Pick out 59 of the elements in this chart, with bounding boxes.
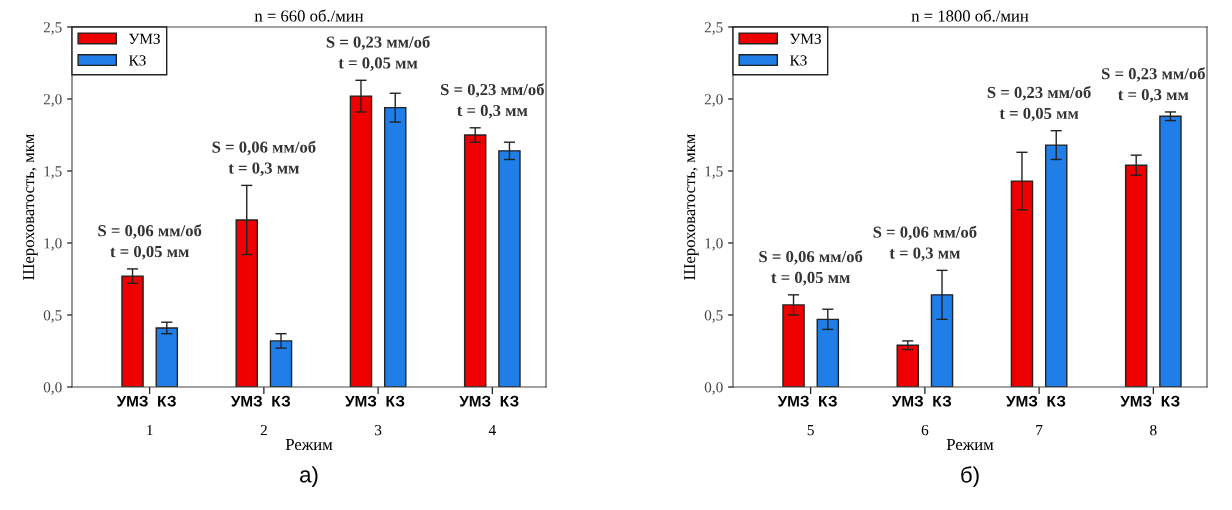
text: УМЗ	[116, 395, 148, 407]
x-axis-title: Режим	[285, 439, 333, 451]
y-tick-label: 0,5	[704, 310, 723, 323]
annotation: S = 0,23 мм/об t = 0,3 мм	[440, 83, 544, 119]
text: б)	[961, 466, 979, 488]
text: УМЗ	[1120, 395, 1152, 407]
text: КЗ	[386, 395, 405, 407]
text: КЗ	[158, 395, 176, 407]
y-axis-title: Шероховатость, мкм	[23, 134, 38, 280]
x-tick-label: 7	[1036, 425, 1043, 436]
x-axis-title: Режим	[946, 439, 994, 451]
x-tick-label: 6	[921, 424, 929, 436]
y-tick-label: 0,0	[43, 382, 62, 395]
x-tick-label: 1	[147, 425, 153, 436]
annotation: S = 0,06 мм/об t = 0,3 мм	[212, 140, 316, 177]
y-tick-label: 2,0	[43, 94, 62, 107]
y-axis-title: Шероховатость, мкм	[684, 134, 699, 280]
y-tick-label: 1,5	[705, 166, 723, 179]
annotation: S = 0,06 мм/об t = 0,3 мм	[873, 225, 977, 262]
legend-label: УМЗ	[129, 33, 160, 44]
legend-label: КЗ	[789, 55, 807, 66]
chart-title: n = 660 об./мин	[254, 9, 364, 22]
text: а)	[300, 466, 318, 487]
annotation: S = 0,06 мм/об t = 0,05 мм	[759, 250, 863, 286]
y-tick-label: 1,0	[44, 238, 62, 251]
x-tick-label: 5	[807, 425, 814, 436]
chart-title: n = 1800 об./мин	[911, 9, 1029, 22]
bar	[896, 344, 920, 387]
annotation: S = 0,23 мм/об t = 0,05 мм	[987, 85, 1091, 122]
text: УМЗ	[345, 395, 377, 407]
y-tick-label: 1,5	[44, 166, 62, 179]
legend-label: УМЗ	[790, 33, 821, 44]
y-tick-label: 2,5	[43, 22, 62, 35]
text: УМЗ	[230, 395, 262, 407]
y-tick-label: 2,0	[704, 94, 723, 107]
text: КЗ	[933, 395, 952, 407]
text: УМЗ	[891, 395, 923, 407]
x-tick-label: 8	[1150, 424, 1157, 436]
x-tick-label: 4	[488, 425, 496, 436]
y-tick-label: 0,0	[704, 382, 723, 395]
y-tick-label: 1,0	[705, 238, 723, 251]
text: КЗ	[272, 395, 291, 407]
bar	[155, 327, 179, 387]
text: УМЗ	[777, 395, 809, 407]
text: КЗ	[1161, 395, 1180, 407]
text: УМЗ	[459, 395, 491, 407]
annotation: S = 0,06 мм/об t = 0,05 мм	[98, 224, 202, 260]
text: КЗ	[1047, 395, 1066, 407]
text: КЗ	[819, 395, 837, 407]
y-tick-label: 0,5	[43, 310, 62, 323]
legend-label: КЗ	[128, 55, 146, 66]
y-tick-label: 2,5	[704, 22, 723, 35]
text: УМЗ	[1006, 395, 1038, 407]
x-tick-label: 2	[260, 424, 267, 436]
bar	[1159, 115, 1182, 387]
text: КЗ	[500, 395, 519, 407]
x-tick-label: 3	[375, 424, 382, 436]
annotation: S = 0,23 мм/об t = 0,05 мм	[326, 35, 430, 71]
annotation: S = 0,23 мм/об t = 0,3 мм	[1101, 67, 1205, 103]
